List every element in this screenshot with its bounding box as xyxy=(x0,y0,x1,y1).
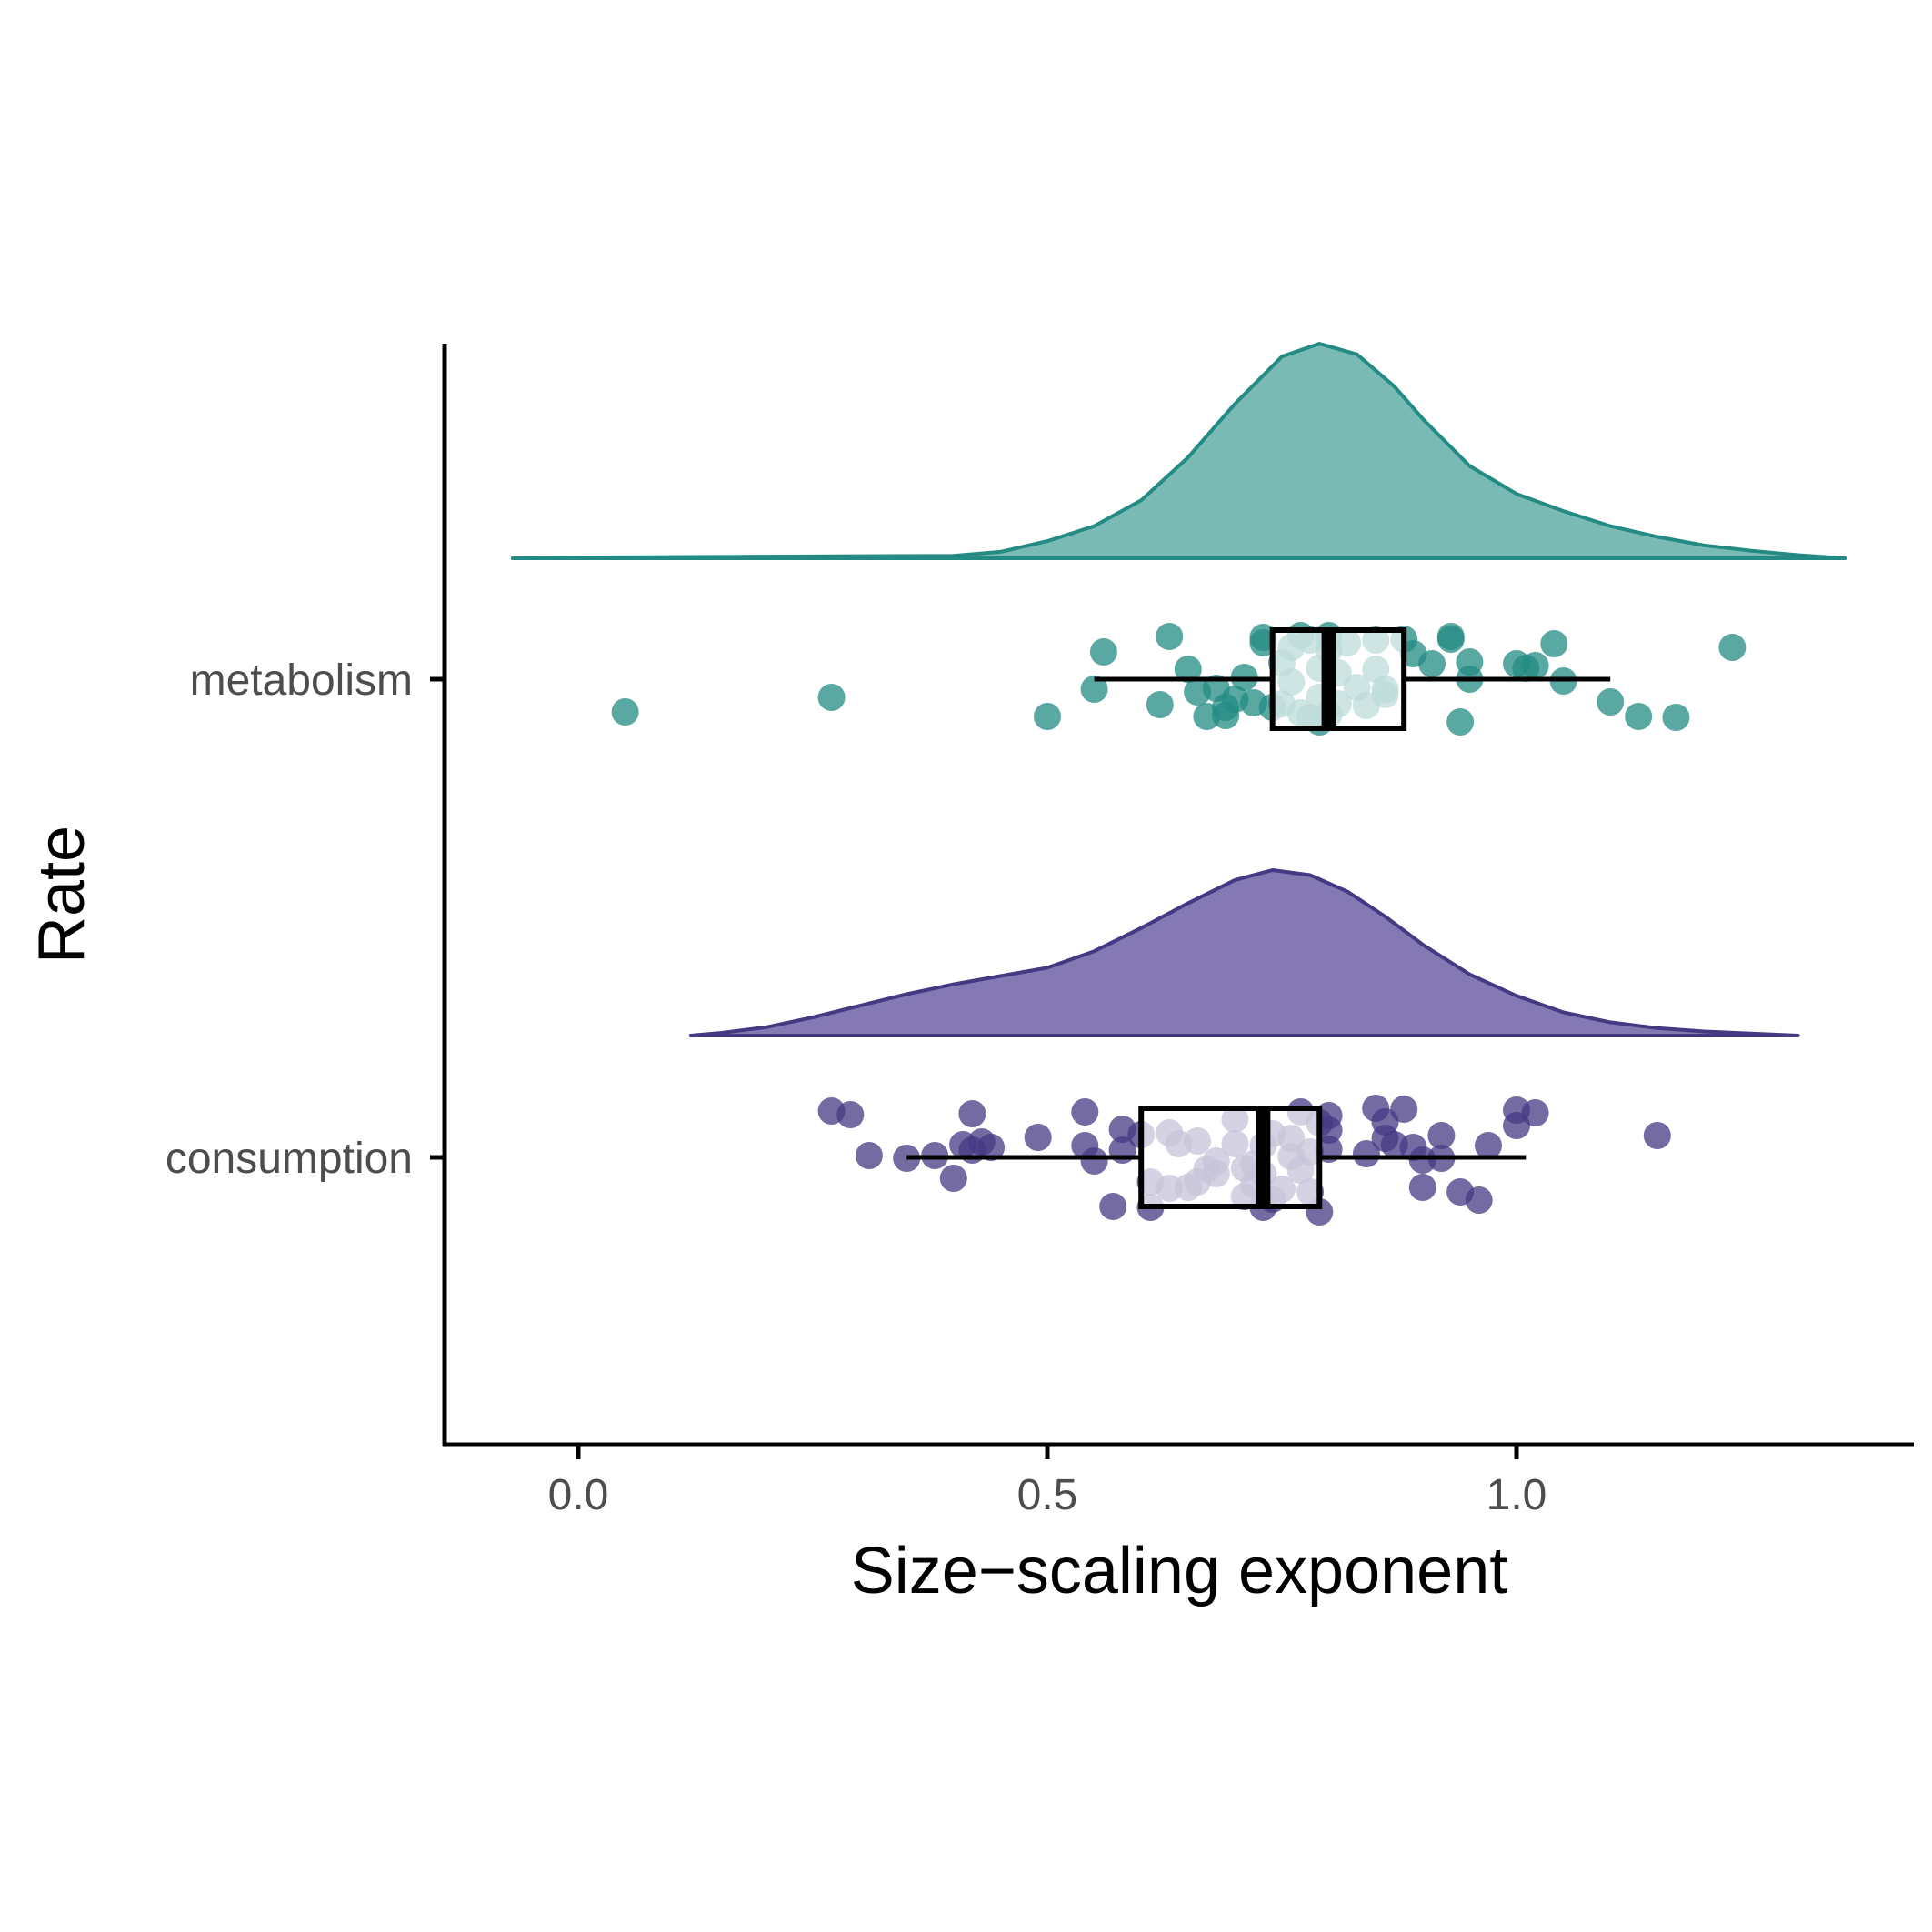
point-metabolism-53 xyxy=(1540,630,1568,657)
point-consumption-58 xyxy=(1390,1096,1418,1123)
x-tick-label-0: 0.0 xyxy=(548,1471,609,1519)
point-consumption-65 xyxy=(1465,1186,1493,1214)
point-consumption-14 xyxy=(1080,1147,1108,1175)
y-axis-title: Rate xyxy=(25,826,98,964)
point-consumption-1 xyxy=(836,1101,865,1128)
point-metabolism-5 xyxy=(1156,623,1184,650)
point-metabolism-52 xyxy=(1521,652,1549,679)
series-metabolism xyxy=(510,342,1847,736)
boxplot-metabolism xyxy=(1094,627,1611,731)
boxplot-consumption xyxy=(906,1106,1527,1209)
point-metabolism-58 xyxy=(1718,634,1747,661)
point-metabolism-57 xyxy=(1662,704,1690,731)
plot-area xyxy=(510,342,1847,1226)
box-consumption xyxy=(1138,1106,1323,1209)
point-consumption-12 xyxy=(1071,1098,1099,1126)
point-metabolism-7 xyxy=(1174,656,1202,683)
point-metabolism-49 xyxy=(1446,708,1475,736)
point-consumption-66 xyxy=(1475,1132,1502,1159)
x-axis-ticks: 0.0 0.5 1.0 xyxy=(548,1445,1547,1519)
point-consumption-7 xyxy=(958,1100,986,1127)
y-tick-label-metabolism: metabolism xyxy=(190,656,413,705)
y-axis-ticks: metabolism consumption xyxy=(165,656,445,1183)
point-consumption-2 xyxy=(855,1142,883,1169)
density-consumption xyxy=(688,868,1800,1037)
point-consumption-70 xyxy=(1643,1122,1671,1149)
y-tick-label-consumption: consumption xyxy=(165,1135,413,1183)
point-metabolism-1 xyxy=(817,684,846,711)
x-tick-label-1: 0.5 xyxy=(1017,1471,1078,1519)
point-metabolism-46 xyxy=(1436,623,1465,650)
point-consumption-60 xyxy=(1408,1174,1436,1201)
point-consumption-11 xyxy=(1024,1124,1052,1151)
point-metabolism-2 xyxy=(1034,703,1061,730)
point-metabolism-44 xyxy=(1418,650,1446,677)
point-metabolism-0 xyxy=(611,698,639,726)
point-consumption-15 xyxy=(1099,1193,1127,1220)
point-consumption-53 xyxy=(1352,1140,1380,1167)
x-tick-label-2: 1.0 xyxy=(1487,1471,1547,1519)
box-metabolism xyxy=(1269,627,1407,731)
point-metabolism-4 xyxy=(1089,638,1117,666)
point-consumption-5 xyxy=(939,1165,967,1192)
point-metabolism-3 xyxy=(1080,676,1108,703)
point-metabolism-6 xyxy=(1146,691,1174,718)
series-consumption xyxy=(688,868,1800,1226)
density-metabolism xyxy=(510,342,1847,560)
point-consumption-10 xyxy=(977,1134,1006,1161)
point-metabolism-55 xyxy=(1597,688,1625,716)
point-metabolism-56 xyxy=(1625,703,1653,730)
point-consumption-62 xyxy=(1427,1122,1456,1149)
point-consumption-69 xyxy=(1521,1099,1549,1126)
x-axis-title: Size−scaling exponent xyxy=(851,1535,1508,1607)
point-metabolism-48 xyxy=(1456,648,1484,676)
